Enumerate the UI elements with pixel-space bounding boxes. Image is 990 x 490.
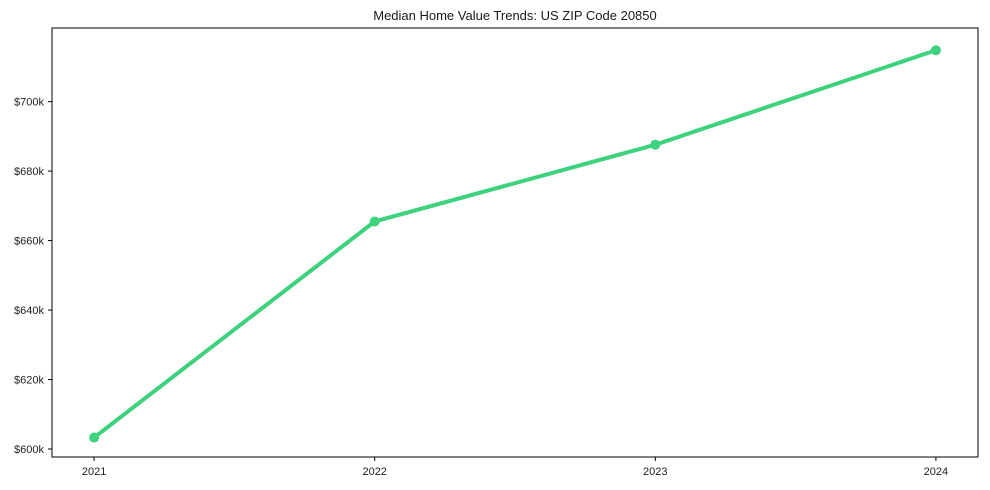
data-point-2021 [89, 432, 100, 443]
data-point-2023 [650, 139, 661, 150]
y-tick-label: $620k [14, 375, 44, 387]
plot-border [51, 27, 979, 458]
x-axis: 2021 2022 2023 2024 [82, 457, 948, 478]
data-series [89, 45, 941, 443]
y-tick-label: $660k [14, 236, 44, 248]
x-tick-label: 2022 [362, 466, 386, 478]
chart-title: Median Home Value Trends: US ZIP Code 20… [373, 8, 657, 23]
trend-line [92, 48, 938, 440]
y-tick-label: $700k [14, 97, 44, 109]
data-point-2022 [369, 216, 380, 227]
y-tick-label: $600k [14, 444, 44, 456]
x-tick-label: 2023 [643, 466, 667, 478]
x-tick-label: 2021 [82, 466, 106, 478]
y-tick-label: $640k [14, 305, 44, 317]
y-tick-label: $680k [14, 166, 44, 178]
x-tick-label: 2024 [924, 466, 948, 478]
data-point-2024 [930, 45, 941, 56]
y-axis: $600k $620k $640k $660k $680k $700k [14, 97, 52, 456]
